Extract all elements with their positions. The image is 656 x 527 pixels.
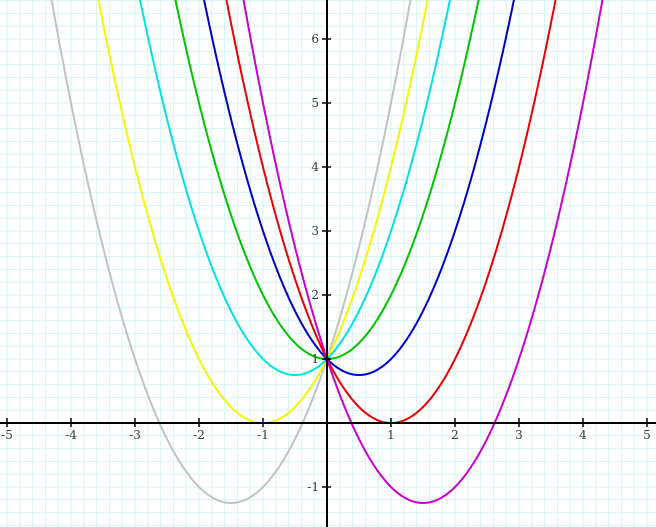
common-intersection-point <box>324 356 330 362</box>
x-tick-label: 5 <box>643 428 651 442</box>
x-tick-label: -4 <box>65 428 77 442</box>
axis-ticks <box>6 38 648 488</box>
curve-b3 <box>50 0 412 504</box>
x-tick-label: -3 <box>129 428 141 442</box>
curve-b-3 <box>242 0 604 504</box>
y-tick-label: 6 <box>311 32 319 46</box>
x-tick-label: 2 <box>451 428 459 442</box>
x-tick-label: 3 <box>515 428 523 442</box>
x-tick-label: 1 <box>387 428 395 442</box>
y-tick-label: -1 <box>307 480 319 494</box>
x-tick-label: -1 <box>257 428 269 442</box>
x-tick-label: -5 <box>1 428 13 442</box>
curve-b1 <box>139 0 451 376</box>
y-tick-label: 4 <box>311 160 319 174</box>
x-tick-label: 4 <box>579 428 587 442</box>
y-tick-label: 1 <box>311 352 319 366</box>
y-tick-label: 5 <box>311 96 319 110</box>
curve-b-1 <box>203 0 515 376</box>
axis-tick-labels: -5 -4 -3 -2 -1 1 2 3 4 5 -1 1 2 3 4 5 6 <box>1 32 651 494</box>
y-tick-label: 2 <box>311 288 319 302</box>
y-tick-label: 3 <box>311 224 319 238</box>
x-tick-label: -2 <box>193 428 205 442</box>
